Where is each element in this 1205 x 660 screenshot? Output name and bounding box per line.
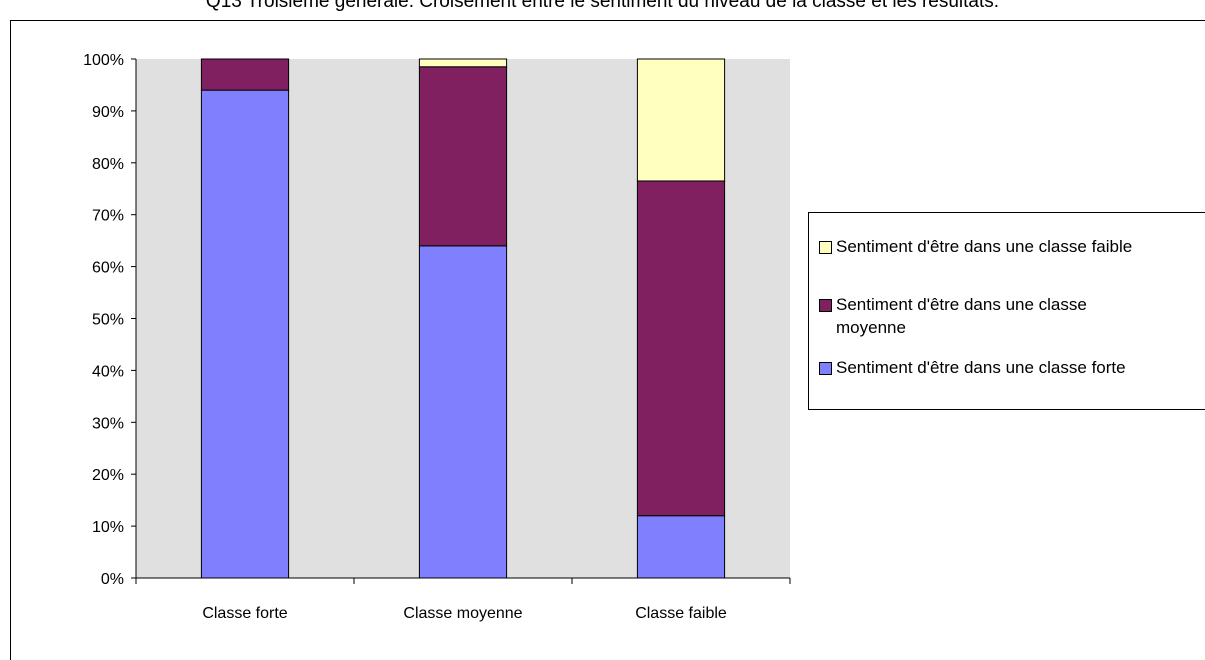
chart-frame [10, 20, 1205, 660]
y-tick-label: 60% [92, 260, 124, 277]
bar-segment [636, 180, 726, 517]
legend-item: Sentiment d'être dans une classe faible [819, 235, 1132, 258]
y-tick-label: 50% [92, 312, 124, 329]
x-tick-label: Classe faible [635, 605, 727, 622]
y-tick-label: 90% [92, 104, 124, 121]
y-tick-label: 20% [92, 467, 124, 484]
legend-label: Sentiment d'être dans une classe forte [836, 358, 1126, 377]
bar-segment [200, 89, 290, 579]
y-tick-label: 0% [101, 571, 124, 588]
y-tick-label: 80% [92, 156, 124, 173]
chart-title: Q13 Troisième générale. Croisement entre… [205, 0, 1000, 12]
x-tick-label: Classe forte [202, 605, 287, 622]
y-tick-label: 10% [92, 519, 124, 536]
bar-segment [636, 515, 726, 579]
bar-segment [200, 58, 290, 91]
legend-label: Sentiment d'être dans une classe faible [836, 237, 1133, 256]
legend: Sentiment d'être dans une classe faible S… [808, 212, 1205, 410]
x-tick-label: Classe moyenne [403, 605, 522, 622]
bar-segment [418, 245, 508, 579]
y-tick-label: 70% [92, 208, 124, 225]
y-tick-label: 30% [92, 415, 124, 432]
bar-segment [418, 66, 508, 247]
legend-swatch [819, 362, 832, 375]
bar-segment [418, 58, 508, 68]
legend-item: Sentiment d'être dans une classe moyenne [819, 293, 1087, 339]
legend-label: Sentiment d'être dans une classe moyenne [836, 295, 1087, 337]
legend-swatch [819, 241, 832, 254]
legend-swatch [819, 299, 832, 312]
y-tick-label: 100% [83, 52, 124, 69]
y-tick-label: 40% [92, 363, 124, 380]
legend-item: Sentiment d'être dans une classe forte [819, 356, 1126, 379]
bar-segment [636, 58, 726, 182]
